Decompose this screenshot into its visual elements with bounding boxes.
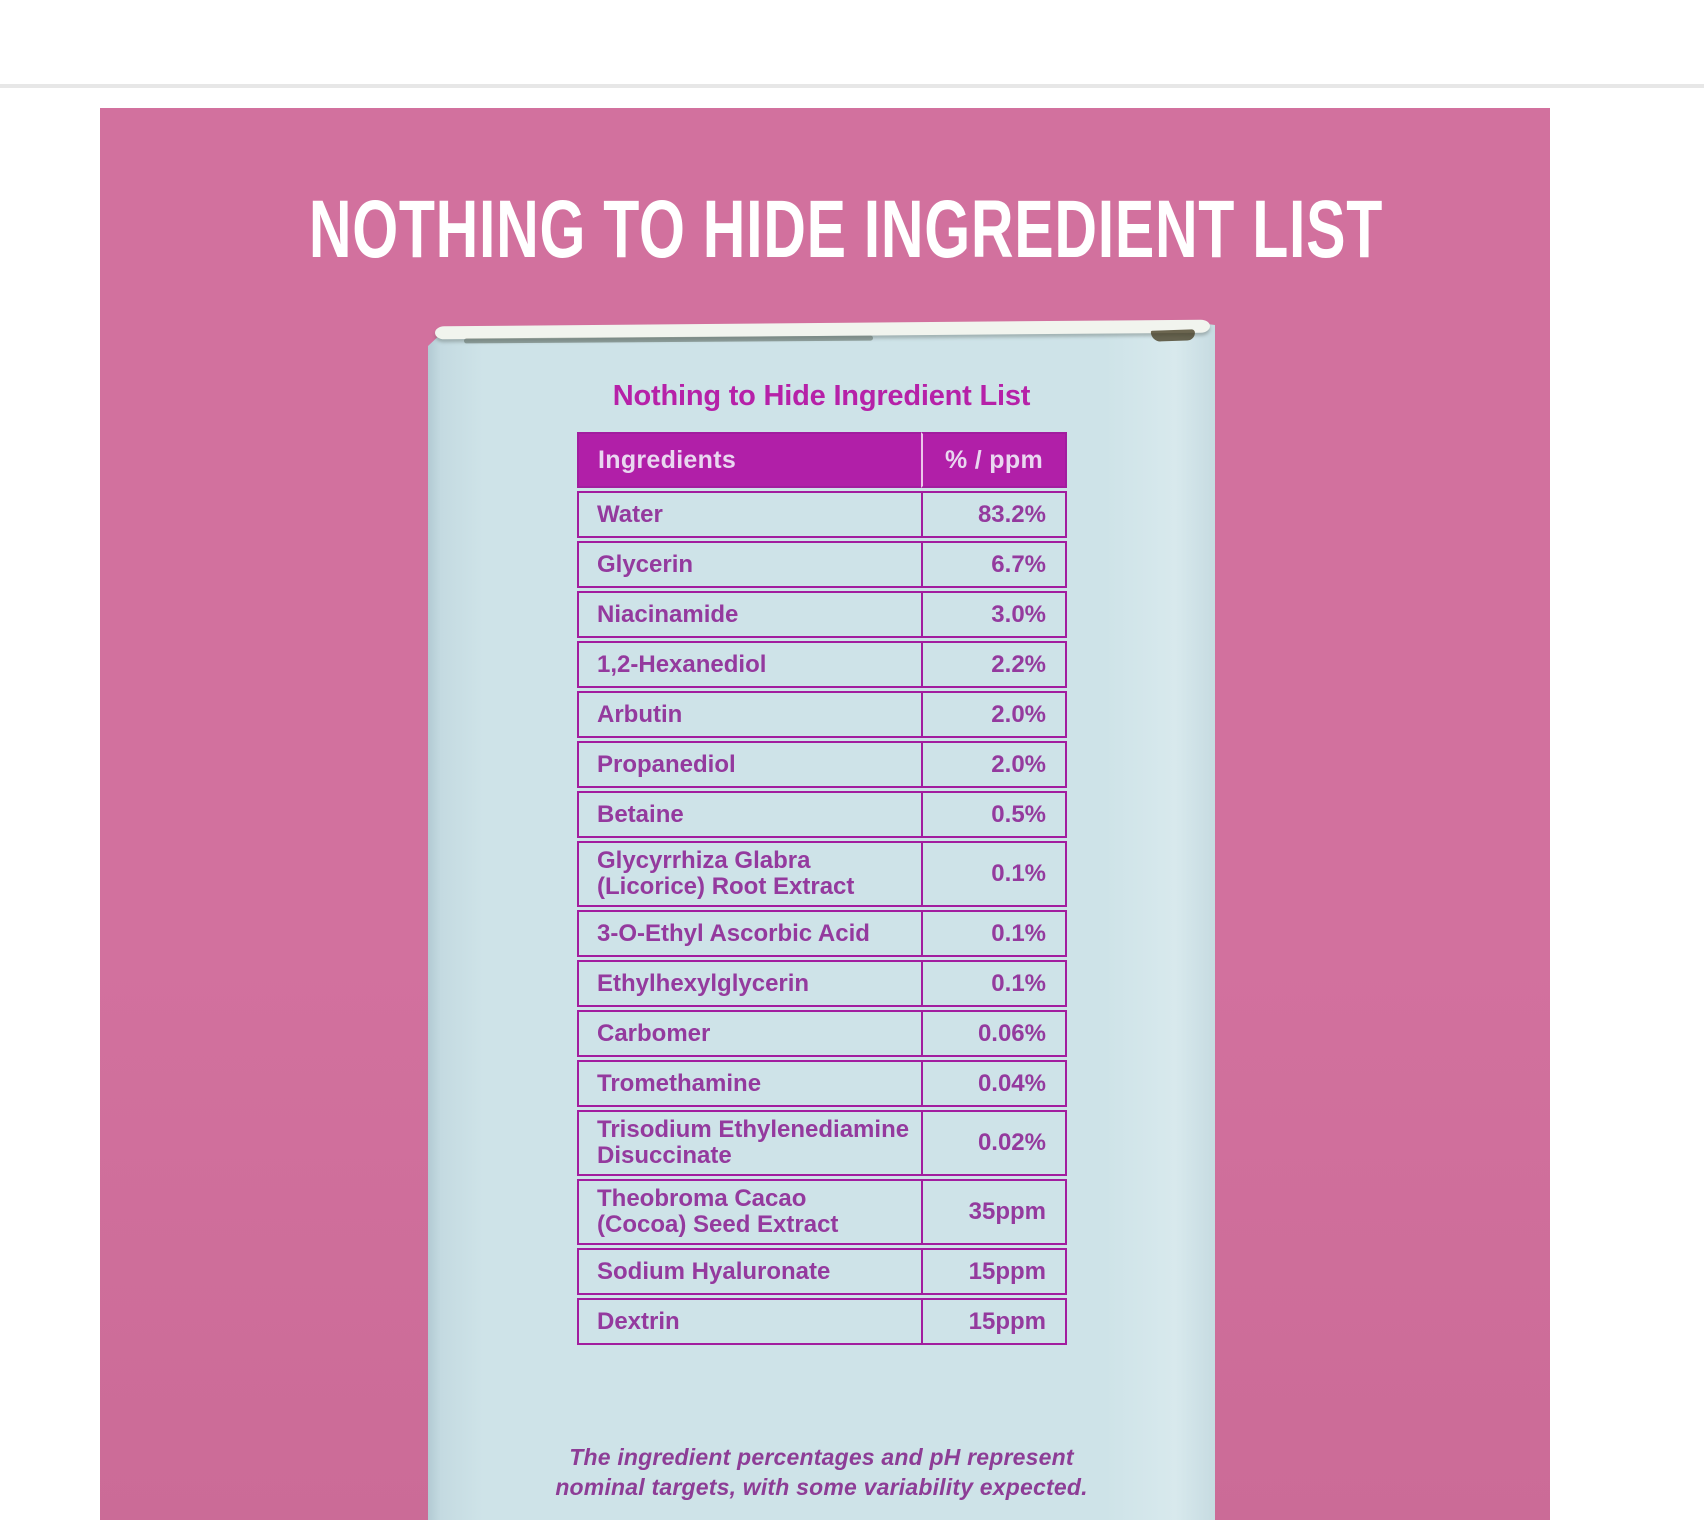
ingredient-name-cell: Trisodium Ethylenediamine Disuccinate [577, 1110, 921, 1176]
ingredient-value-cell: 0.1% [921, 841, 1067, 907]
ingredient-row: 3-O-Ethyl Ascorbic Acid 0.1% [577, 910, 1067, 957]
ingredient-row: Propanediol 2.0% [577, 741, 1067, 788]
ingredient-row: Trisodium Ethylenediamine Disuccinate 0.02… [577, 1110, 1067, 1176]
ingredient-row: 1,2-Hexanediol 2.2% [577, 641, 1067, 688]
ingredient-row: Niacinamide 3.0% [577, 591, 1067, 638]
product-box-face [428, 321, 1215, 1520]
column-header-ingredients: Ingredients [577, 432, 921, 488]
footnote-line-2: nominal targets, with some variability e… [555, 1474, 1088, 1500]
ingredient-value-cell: 0.1% [921, 960, 1067, 1007]
ingredient-value-cell: 83.2% [921, 491, 1067, 538]
product-box: Nothing to Hide Ingredient List Ingredie… [428, 319, 1215, 1520]
ingredient-row: Glycyrrhiza Glabra (Licorice) Root Extrac… [577, 841, 1067, 907]
ingredient-value-cell: 15ppm [921, 1298, 1067, 1345]
ingredient-name-cell: Propanediol [577, 741, 921, 788]
box-lid-corner-notch [1150, 329, 1196, 342]
ingredient-value-cell: 3.0% [921, 591, 1067, 638]
ingredient-row: Ethylhexylglycerin 0.1% [577, 960, 1067, 1007]
footnote-line-1: The ingredient percentages and pH repres… [569, 1444, 1074, 1470]
ingredient-name-cell: Niacinamide [577, 591, 921, 638]
ingredient-name-cell: Theobroma Cacao (Cocoa) Seed Extract [577, 1179, 921, 1245]
ingredient-value-cell: 2.2% [921, 641, 1067, 688]
ingredient-name-cell: Arbutin [577, 691, 921, 738]
ingredient-value-cell: 35ppm [921, 1179, 1067, 1245]
ingredient-row: Betaine 0.5% [577, 791, 1067, 838]
ingredient-row: Arbutin 2.0% [577, 691, 1067, 738]
ingredient-row: Dextrin 15ppm [577, 1298, 1067, 1345]
ingredient-name-cell: Glycyrrhiza Glabra (Licorice) Root Extrac… [577, 841, 921, 907]
footnote: The ingredient percentages and pH repres… [428, 1442, 1215, 1502]
ingredient-name-cell: Water [577, 491, 921, 538]
ingredient-value-cell: 0.5% [921, 791, 1067, 838]
ingredient-value-cell: 15ppm [921, 1248, 1067, 1295]
ingredient-name-cell: Carbomer [577, 1010, 921, 1057]
ingredient-value-cell: 0.1% [921, 910, 1067, 957]
ingredient-name-cell: Tromethamine [577, 1060, 921, 1107]
ingredient-value-cell: 0.02% [921, 1110, 1067, 1176]
ingredient-value-cell: 2.0% [921, 691, 1067, 738]
ingredient-row: Sodium Hyaluronate 15ppm [577, 1248, 1067, 1295]
box-title: Nothing to Hide Ingredient List [612, 380, 1031, 412]
ingredient-name-cell: 3-O-Ethyl Ascorbic Acid [577, 910, 921, 957]
table-body: Water 83.2% Glycerin 6.7% Niacinamide 3.0% 1,2… [577, 491, 1067, 1345]
ingredient-value-cell: 0.04% [921, 1060, 1067, 1107]
ingredient-name-cell: Glycerin [577, 541, 921, 588]
column-header-percent-ppm: % / ppm [921, 432, 1067, 488]
banner-title: NOTHING TO HIDE INGREDIENT LIST [100, 184, 1550, 275]
ingredient-row: Theobroma Cacao (Cocoa) Seed Extract 35ppm [577, 1179, 1067, 1245]
banner-title-text: NOTHING TO HIDE INGREDIENT LIST [308, 184, 1384, 275]
ingredient-row: Carbomer 0.06% [577, 1010, 1067, 1057]
ingredient-name-cell: Ethylhexylglycerin [577, 960, 921, 1007]
ingredients-table: Ingredients % / ppm Water 83.2% Glycerin 6.… [577, 429, 1067, 1348]
ingredient-name-cell: Betaine [577, 791, 921, 838]
ingredient-row: Glycerin 6.7% [577, 541, 1067, 588]
ingredient-value-cell: 2.0% [921, 741, 1067, 788]
ingredient-value-cell: 0.06% [921, 1010, 1067, 1057]
ingredient-row: Water 83.2% [577, 491, 1067, 538]
ingredient-name-cell: Dextrin [577, 1298, 921, 1345]
table-header-row: Ingredients % / ppm [577, 432, 1067, 488]
ingredient-name-cell: Sodium Hyaluronate [577, 1248, 921, 1295]
ingredient-value-cell: 6.7% [921, 541, 1067, 588]
ingredient-row: Tromethamine 0.04% [577, 1060, 1067, 1107]
page-section-divider [0, 84, 1704, 88]
ingredient-name-cell: 1,2-Hexanediol [577, 641, 921, 688]
